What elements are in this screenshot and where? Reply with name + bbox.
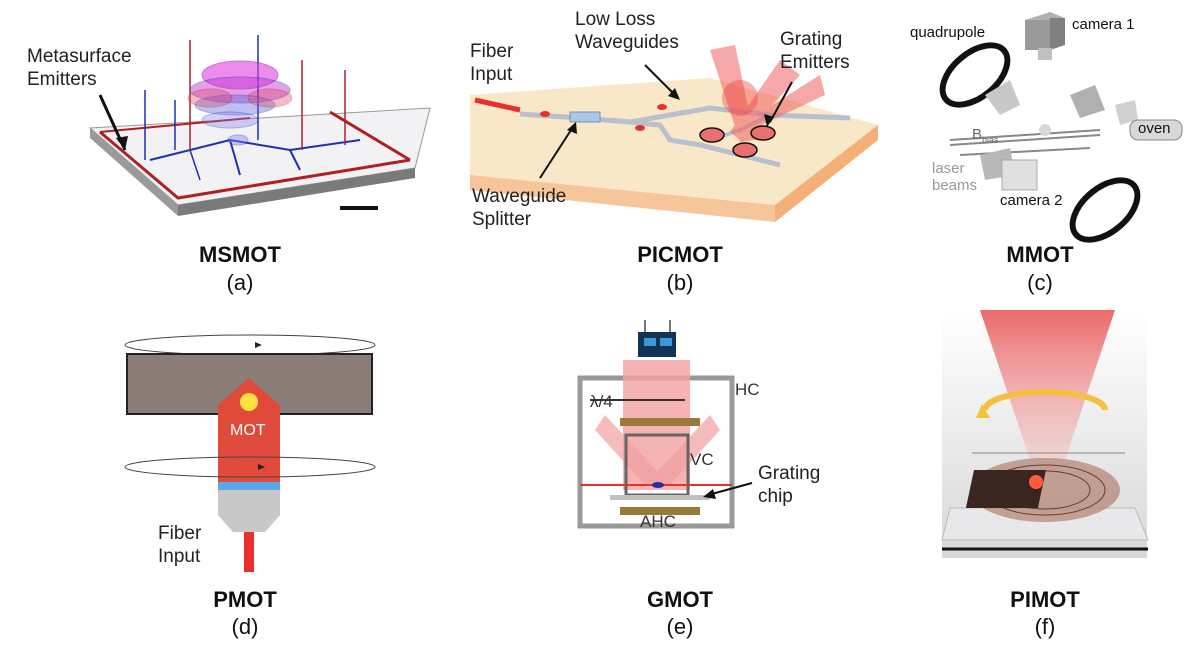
label-mot: MOT [230,422,266,439]
title-mmot: MMOT [1006,242,1074,267]
title-pimot: PIMOT [1010,587,1080,612]
label-laser-beams: laser beams [932,160,978,194]
pimot-illustration [941,310,1149,558]
pmot-illustration [124,334,376,572]
panel-a: Metasurface Emitters MSMOT (a) [0,0,440,310]
label-camera-1: camera 1 [1072,16,1135,33]
msmot-illustration [88,35,431,216]
label-grating-chip: Grating chip [758,463,821,507]
objective [218,490,280,532]
label-metasurface: Metasurface Emitters [27,46,132,90]
sub-d: (d) [231,614,259,639]
panel-b: Fiber Input Low Loss Waveguides Grating Emi… [440,0,890,310]
coil-top [939,42,1011,108]
pic-chip-side [775,125,878,222]
coil-bottom [1069,177,1141,243]
label-grating-emitters: Grating Emitters [780,29,850,73]
label-waveguide-splitter: Waveguide Splitter [472,186,567,230]
label-low-loss-waveguides: Low Loss Waveguides [575,9,679,53]
chip-edge-left [90,128,178,216]
fiber [474,97,521,113]
title-msmot: MSMOT [199,242,281,267]
pmot-beam [218,378,280,490]
pimot-chip [965,470,1046,508]
label-fiber-input: Fiber Input [470,41,514,85]
label-bbias: Bbias [972,126,999,145]
title-pmot: PMOT [213,587,277,612]
sub-c: (c) [1027,270,1053,295]
label-camera-2: camera 2 [1000,192,1063,209]
sub-f: (f) [1034,614,1056,639]
label-fiber-input-d: Fiber Input [158,523,202,567]
label-ahc: AHC [640,512,676,531]
pimot-beam [980,310,1115,460]
mmot-illustration [939,12,1183,243]
panel-f: PIMOT (f) [890,310,1200,647]
waveguide-splitter [569,111,601,123]
panel-e: HC λ/4 VC AHC Grating chip GMOT (e) [440,310,890,647]
chip-edge-front [178,168,415,216]
label-oven: oven [1138,120,1171,137]
sub-e: (e) [666,614,694,639]
panel-d: MOT Fiber Input PMOT (d) [0,310,440,647]
fiber-input [244,532,254,572]
sub-a: (a) [226,270,254,295]
label-quadrupole: quadrupole [910,24,986,41]
sub-b: (b) [666,270,694,295]
mot-cloud [240,393,258,411]
gmot-illustration [577,320,753,529]
label-hc: HC [735,380,760,399]
label-lambda: λ/4 [590,392,613,411]
picmot-illustration [470,45,878,222]
label-vc: VC [690,450,714,469]
panel-c: quadrupole camera 1 oven Bbias laser beam… [890,0,1200,310]
title-gmot: GMOT [647,587,713,612]
metasurface-chip [88,107,431,206]
title-picmot: PICMOT [637,242,723,267]
